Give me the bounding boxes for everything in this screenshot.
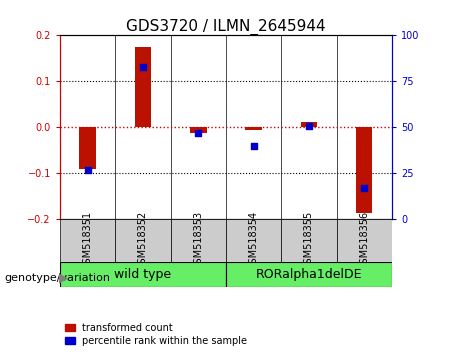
Bar [190, 127, 207, 133]
Point [361, 185, 368, 191]
Point [250, 143, 257, 149]
Bar [301, 122, 317, 127]
Text: wild type: wild type [114, 268, 171, 281]
Title: GDS3720 / ILMN_2645944: GDS3720 / ILMN_2645944 [126, 19, 326, 35]
Bar [245, 127, 262, 130]
Text: GSM518352: GSM518352 [138, 211, 148, 270]
Text: RORalpha1delDE: RORalpha1delDE [255, 268, 362, 281]
Text: ▶: ▶ [59, 272, 69, 284]
Point [139, 64, 147, 69]
Bar [171, 219, 226, 262]
Bar [60, 219, 115, 262]
Text: GSM518353: GSM518353 [193, 211, 203, 270]
Point [195, 130, 202, 136]
Bar [60, 262, 226, 287]
Bar [135, 47, 151, 127]
Text: GSM518354: GSM518354 [248, 211, 259, 270]
Text: GSM518351: GSM518351 [83, 211, 93, 270]
Point [305, 123, 313, 129]
Bar [115, 219, 171, 262]
Point [84, 167, 91, 173]
Bar [226, 219, 281, 262]
Bar [356, 127, 372, 212]
Text: GSM518355: GSM518355 [304, 211, 314, 270]
Text: genotype/variation: genotype/variation [5, 273, 111, 283]
Legend: transformed count, percentile rank within the sample: transformed count, percentile rank withi… [65, 323, 247, 346]
Bar [226, 262, 392, 287]
Bar [79, 127, 96, 169]
Bar [281, 219, 337, 262]
Text: GSM518356: GSM518356 [359, 211, 369, 270]
Bar [337, 219, 392, 262]
